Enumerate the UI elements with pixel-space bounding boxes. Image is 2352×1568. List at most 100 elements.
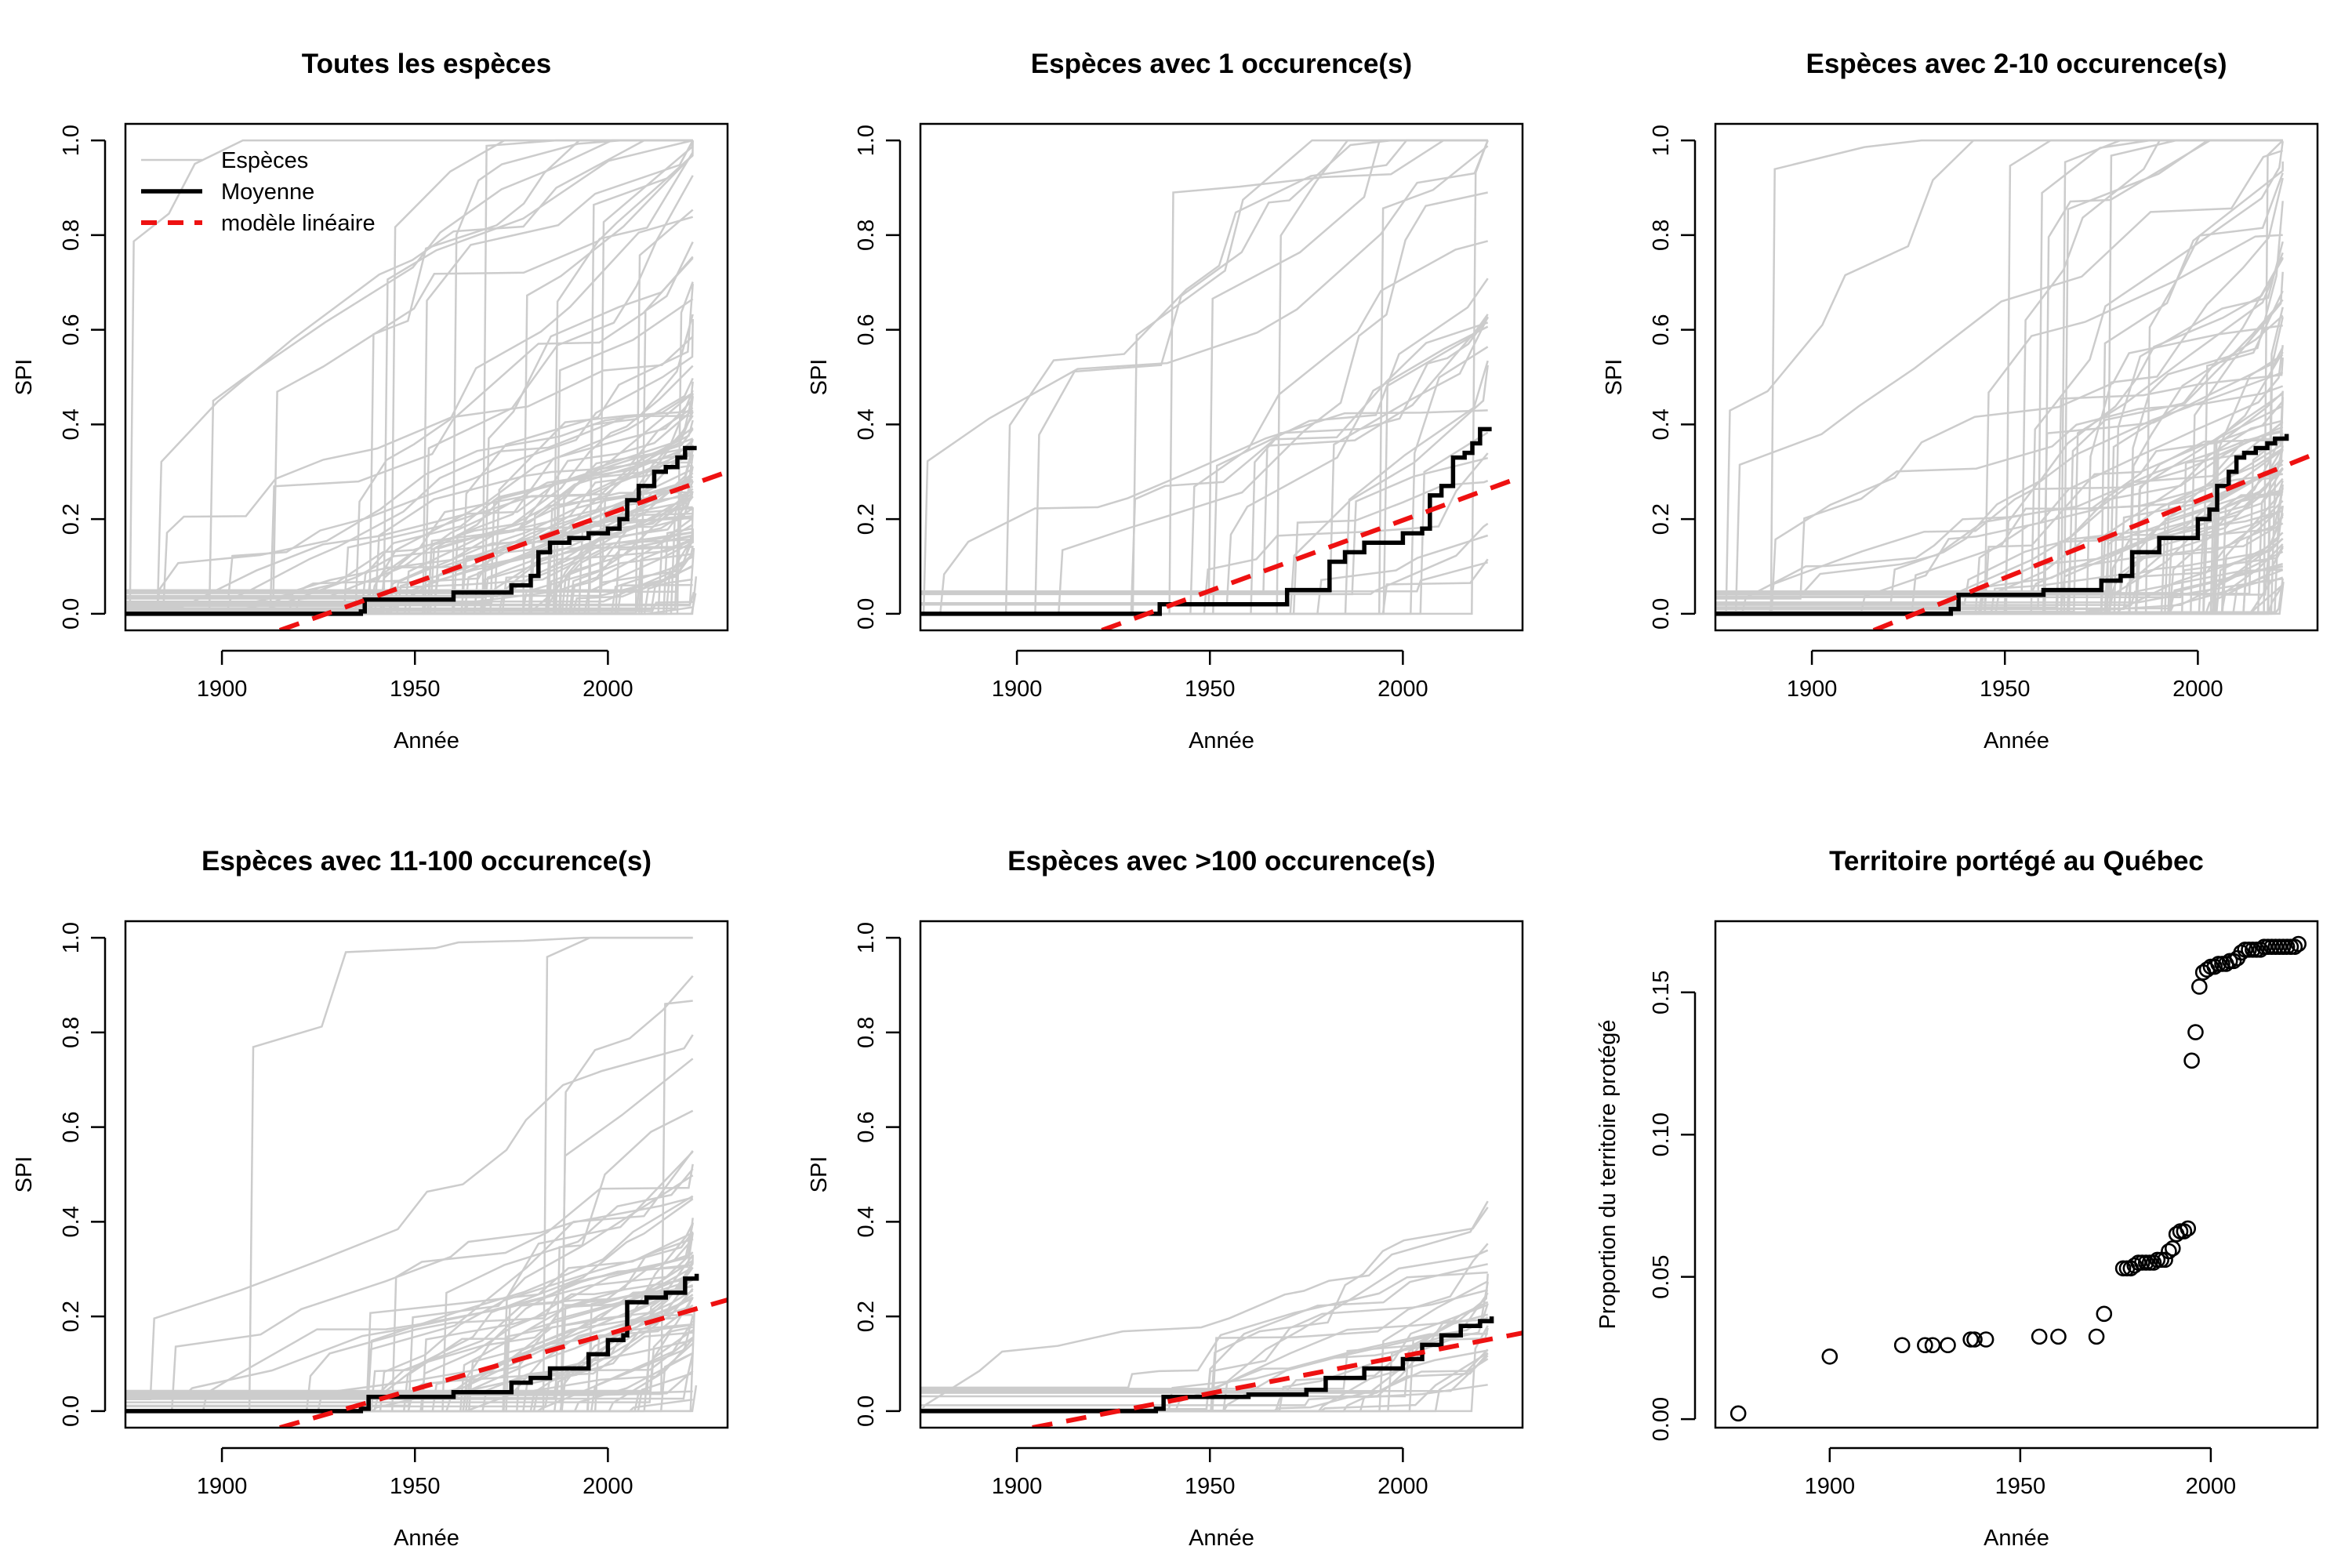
scatter-point <box>1966 1331 1983 1348</box>
scatter-point <box>2031 1328 2048 1345</box>
y-axis-label: SPI <box>1602 359 1627 396</box>
species-line <box>920 456 1489 596</box>
y-tick-label: 0.2 <box>59 1301 84 1332</box>
species-line <box>125 139 693 614</box>
species-line <box>125 396 694 615</box>
scatter-point <box>1917 1337 1933 1354</box>
legend: Espèces Moyenne modèle linéaire <box>141 148 376 236</box>
species-line <box>125 547 695 606</box>
species-line <box>920 140 1489 615</box>
scatter-point <box>2180 1220 2197 1237</box>
species-line <box>125 1163 694 1413</box>
scatter-point <box>2233 944 2250 961</box>
species-line <box>920 139 1488 615</box>
mean-line <box>125 445 697 616</box>
y-tick-label: 0.8 <box>854 220 879 251</box>
species-line <box>1715 447 2284 593</box>
plot-title: Territoire portégé au Québec <box>1829 846 2204 877</box>
plot-frame <box>919 122 1524 632</box>
x-tick-label: 1900 <box>992 677 1043 702</box>
x-tick-label: 1900 <box>1787 677 1838 702</box>
scatter-point <box>2157 1251 2173 1269</box>
y-tick-label: 1.0 <box>854 922 879 953</box>
plot-frame <box>124 920 729 1429</box>
species-line <box>125 555 694 615</box>
plot-data-area <box>920 1200 1523 1428</box>
y-axis-label: Proportion du territoire protégé <box>1595 1020 1621 1330</box>
species-line <box>125 564 694 611</box>
species-line <box>920 325 1489 604</box>
plot-data-area <box>125 936 728 1428</box>
y-tick-label: 0.0 <box>59 598 84 630</box>
y-tick-label: 0.6 <box>59 314 84 345</box>
y-tick-label: 0.8 <box>854 1017 879 1048</box>
y-tick-label: 0.0 <box>1649 598 1674 630</box>
y-tick-label: 0.8 <box>59 1017 84 1048</box>
linear-model-line <box>1101 474 1523 630</box>
species-line <box>920 480 1489 615</box>
species-line <box>125 365 694 604</box>
legend-label-mean: Moyenne <box>221 180 314 205</box>
species-line <box>1715 177 2284 615</box>
y-tick-label: 0.05 <box>1649 1254 1674 1298</box>
scatter-point <box>2286 938 2303 955</box>
plot-title: Espèces avec 11-100 occurence(s) <box>201 846 652 877</box>
x-tick-label: 2000 <box>583 1474 633 1499</box>
species-line <box>920 561 1489 593</box>
x-tick-label: 1950 <box>1995 1474 2046 1499</box>
y-tick-label: 0.8 <box>59 220 84 251</box>
scatter-point <box>2050 1328 2067 1345</box>
plot-panel-1: Toutes les espèces 1900 1950 2000 Année 0.0 0.… <box>12 49 729 753</box>
species-line <box>1715 252 2284 613</box>
species-line <box>1715 577 2283 604</box>
species-line <box>920 321 1489 615</box>
y-tick-label: 0.2 <box>854 503 879 535</box>
species-line <box>1715 234 2283 615</box>
y-tick-label: 0.4 <box>59 408 84 440</box>
species-line <box>125 256 694 615</box>
y-tick-label: 0.6 <box>1649 314 1674 345</box>
legend-label-species: Espèces <box>221 148 308 173</box>
species-line <box>920 1319 1488 1413</box>
scatter-point <box>2290 935 2307 953</box>
species-line <box>920 314 1489 595</box>
species-line <box>125 392 694 615</box>
species-line <box>1715 299 2284 615</box>
mean-line <box>920 1316 1494 1414</box>
x-tick-label: 1900 <box>197 1474 248 1499</box>
species-line <box>1715 448 2284 615</box>
species-line <box>920 1304 1489 1413</box>
y-tick-label: 0.6 <box>854 314 879 345</box>
y-axis-label: SPI <box>807 359 832 396</box>
scatter-point <box>1730 1405 1747 1422</box>
x-tick-label: 2000 <box>2186 1474 2237 1499</box>
plot-data-area <box>1730 935 2307 1422</box>
x-tick-label: 1950 <box>1185 677 1236 702</box>
species-line <box>125 318 694 598</box>
x-axis-label: Année <box>1189 1526 1254 1551</box>
y-tick-label: 1.0 <box>854 125 879 156</box>
species-line <box>1715 324 2283 615</box>
plot-title: Espèces avec >100 occurence(s) <box>1007 846 1436 877</box>
y-tick-label: 0.0 <box>854 598 879 630</box>
x-tick-label: 1950 <box>390 677 441 702</box>
y-tick-label: 0.2 <box>59 503 84 535</box>
species-line <box>1715 371 2284 615</box>
scatter-point <box>2096 1305 2113 1323</box>
species-line <box>1715 241 2284 615</box>
y-tick-label: 0.8 <box>1649 220 1674 251</box>
linear-model-line <box>1872 450 2318 630</box>
y-tick-label: 0.6 <box>59 1111 84 1142</box>
species-line <box>1715 201 2284 615</box>
y-axis-label: SPI <box>807 1156 832 1193</box>
y-tick-label: 0.4 <box>59 1206 84 1237</box>
plot-panel-3: Espèces avec 2-10 occurence(s) 1900 1950 20… <box>1602 49 2319 753</box>
species-line <box>1715 317 2284 615</box>
species-line <box>920 1271 1488 1389</box>
y-tick-label: 0.6 <box>854 1111 879 1142</box>
y-tick-label: 0.00 <box>1649 1397 1674 1441</box>
species-line <box>920 1303 1489 1390</box>
mean-line <box>1715 434 2289 616</box>
scatter-point <box>1977 1331 1994 1348</box>
scatter-point <box>2088 1328 2105 1345</box>
